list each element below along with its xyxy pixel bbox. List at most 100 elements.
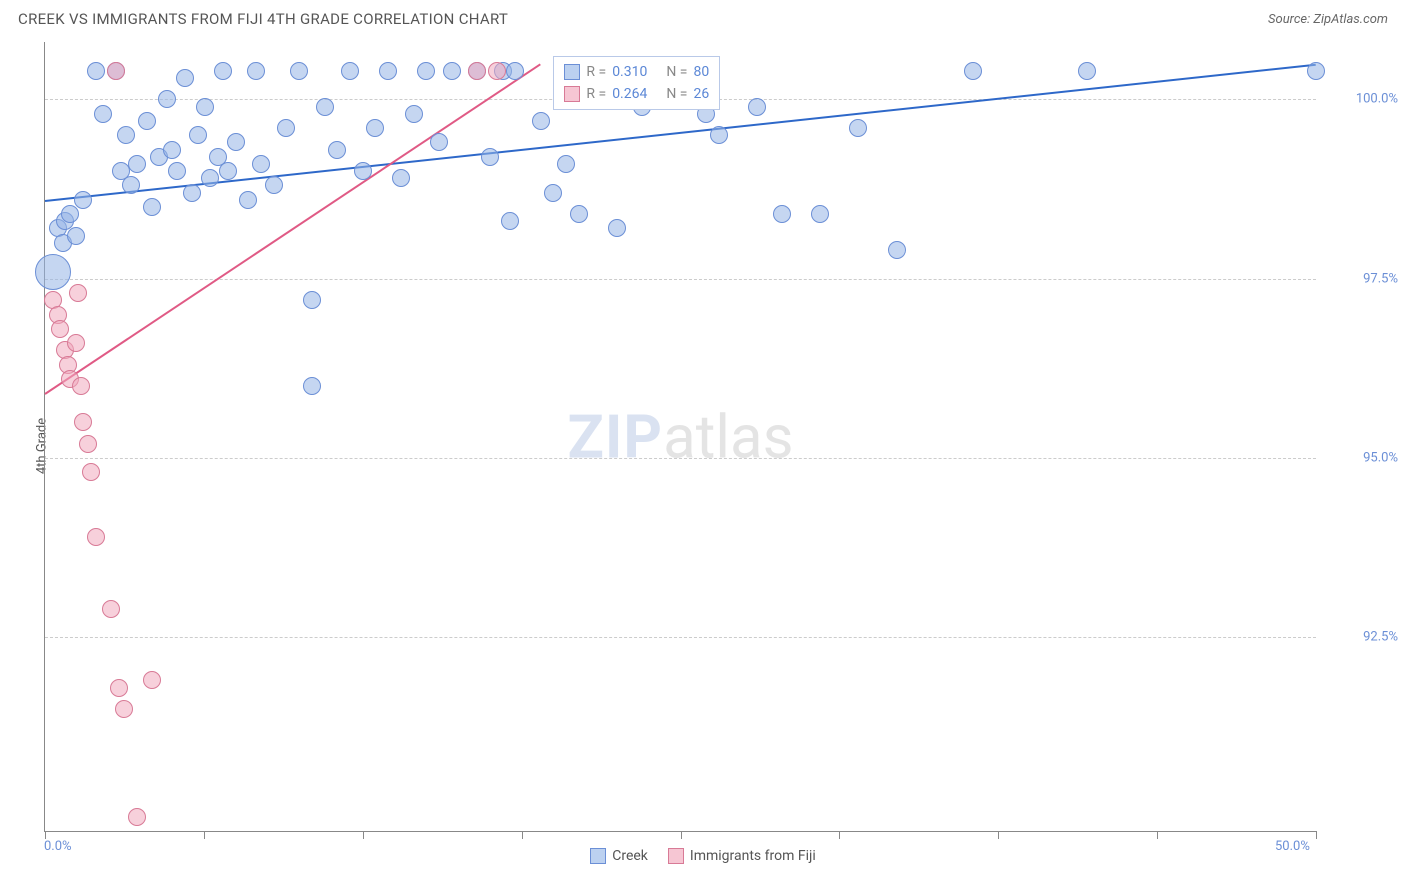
data-point-creek [163,141,181,159]
data-point-fiji [67,334,85,352]
y-tick-label: 92.5% [1363,630,1398,645]
data-point-fiji [143,671,161,689]
data-point-creek [710,126,728,144]
data-point-creek [265,176,283,194]
data-point-creek [888,241,906,259]
data-point-creek [74,191,92,209]
data-point-creek [122,176,140,194]
data-point-creek [168,162,186,180]
data-point-creek [328,141,346,159]
chart-title: CREEK VS IMMIGRANTS FROM FIJI 4TH GRADE … [18,10,508,28]
trend-line-fiji [44,64,541,396]
data-point-creek [354,162,372,180]
data-point-fiji [110,679,128,697]
data-point-creek [379,62,397,80]
data-point-creek [1307,62,1325,80]
data-point-creek [405,105,423,123]
watermark: ZIPatlas [567,401,793,472]
data-point-creek [544,184,562,202]
gridline [45,279,1316,280]
data-point-creek [443,62,461,80]
data-point-creek [964,62,982,80]
data-point-creek [128,155,146,173]
data-point-creek [277,119,295,137]
data-point-creek [227,133,245,151]
data-point-creek [87,62,105,80]
x-tick [204,831,205,839]
data-point-creek [481,148,499,166]
data-point-fiji [74,413,92,431]
data-point-creek [201,169,219,187]
data-point-creek [608,219,626,237]
data-point-creek [748,98,766,116]
data-point-creek [557,155,575,173]
data-point-fiji [72,377,90,395]
scatter-chart: ZIPatlas R = 0.310 N = 80R = 0.264 N = 2… [44,42,1316,832]
gridline [45,458,1316,459]
data-point-fiji [468,62,486,80]
data-point-creek [35,254,71,290]
x-tick-label: 50.0% [1275,839,1310,854]
data-point-creek [341,62,359,80]
x-tick [1157,831,1158,839]
data-point-creek [143,198,161,216]
data-point-creek [196,98,214,116]
y-tick-label: 95.0% [1363,451,1398,466]
legend-bottom: Creek Immigrants from Fiji [0,848,1406,864]
x-tick [363,831,364,839]
source-label: Source: ZipAtlas.com [1268,12,1388,27]
x-tick [522,831,523,839]
data-point-creek [189,126,207,144]
x-tick [1316,831,1317,839]
data-point-creek [316,98,334,116]
data-point-creek [430,133,448,151]
data-point-creek [138,112,156,130]
data-point-fiji [79,435,97,453]
data-point-fiji [115,700,133,718]
x-tick [998,831,999,839]
x-tick-label: 0.0% [44,839,72,854]
data-point-creek [417,62,435,80]
legend-row: R = 0.264 N = 26 [564,83,709,105]
data-point-creek [366,119,384,137]
data-point-creek [61,205,79,223]
data-point-fiji [107,62,125,80]
data-point-creek [290,62,308,80]
data-point-creek [811,205,829,223]
data-point-creek [506,62,524,80]
data-point-creek [247,62,265,80]
y-tick-label: 97.5% [1363,271,1398,286]
data-point-creek [67,227,85,245]
data-point-creek [392,169,410,187]
data-point-fiji [51,320,69,338]
data-point-fiji [128,808,146,826]
legend-item: Creek [590,848,648,864]
data-point-creek [117,126,135,144]
data-point-fiji [87,528,105,546]
data-point-creek [303,377,321,395]
x-tick [45,831,46,839]
data-point-creek [214,62,232,80]
data-point-creek [532,112,550,130]
legend-item: Immigrants from Fiji [668,848,816,864]
data-point-creek [183,184,201,202]
data-point-creek [158,90,176,108]
data-point-fiji [488,62,506,80]
data-point-creek [176,69,194,87]
data-point-fiji [102,600,120,618]
data-point-creek [570,205,588,223]
data-point-creek [219,162,237,180]
data-point-creek [239,191,257,209]
data-point-creek [252,155,270,173]
data-point-creek [501,212,519,230]
legend-row: R = 0.310 N = 80 [564,61,709,83]
data-point-fiji [69,284,87,302]
data-point-creek [303,291,321,309]
data-point-creek [94,105,112,123]
x-tick [681,831,682,839]
data-point-creek [1078,62,1096,80]
data-point-creek [773,205,791,223]
gridline [45,637,1316,638]
data-point-creek [849,119,867,137]
correlation-legend: R = 0.310 N = 80R = 0.264 N = 26 [553,56,720,110]
